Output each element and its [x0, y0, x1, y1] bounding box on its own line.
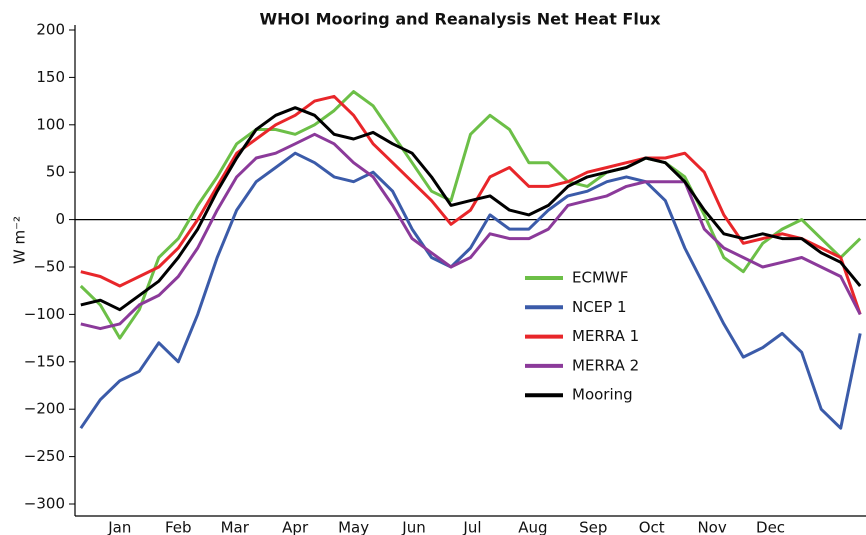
series-line — [80, 132, 862, 331]
series-line — [80, 94, 862, 315]
x-tick-label: May — [338, 519, 369, 535]
y-tick-label: 200 — [36, 21, 65, 39]
legend-label: NCEP 1 — [572, 298, 627, 316]
y-tick-label: −250 — [24, 447, 65, 465]
x-tick-label: Mar — [221, 519, 250, 535]
y-tick-label: −50 — [33, 258, 65, 276]
legend-label: MERRA 2 — [572, 356, 639, 374]
y-tick-label: −200 — [24, 400, 65, 418]
x-tick-label: Apr — [282, 519, 309, 535]
y-tick-label: −100 — [24, 305, 65, 323]
y-tick-label: 150 — [36, 68, 65, 86]
y-axis-label: W m⁻² — [11, 216, 29, 264]
y-tick-label: 100 — [36, 115, 65, 133]
series-line — [79, 90, 862, 340]
x-tick-label: Nov — [697, 519, 726, 535]
series-line — [80, 106, 862, 312]
x-tick-label: Jul — [462, 519, 481, 535]
x-tick-label: Jun — [401, 519, 425, 535]
x-tick-label: Aug — [518, 519, 547, 535]
legend-label: Mooring — [572, 386, 633, 404]
x-tick-label: Oct — [639, 519, 665, 535]
legend-label: ECMWF — [572, 269, 628, 287]
chart-title: WHOI Mooring and Reanalysis Net Heat Flu… — [259, 10, 661, 29]
x-tick-label: Feb — [165, 519, 192, 535]
x-tick-label: Jan — [107, 519, 131, 535]
y-tick-label: −300 — [24, 495, 65, 513]
y-tick-label: −150 — [24, 352, 65, 370]
x-tick-label: Dec — [756, 519, 785, 535]
y-tick-label: 50 — [46, 163, 65, 181]
y-tick-label: 0 — [55, 210, 65, 228]
series-line — [79, 151, 862, 430]
x-tick-label: Sep — [579, 519, 607, 535]
legend-label: MERRA 1 — [572, 327, 639, 345]
